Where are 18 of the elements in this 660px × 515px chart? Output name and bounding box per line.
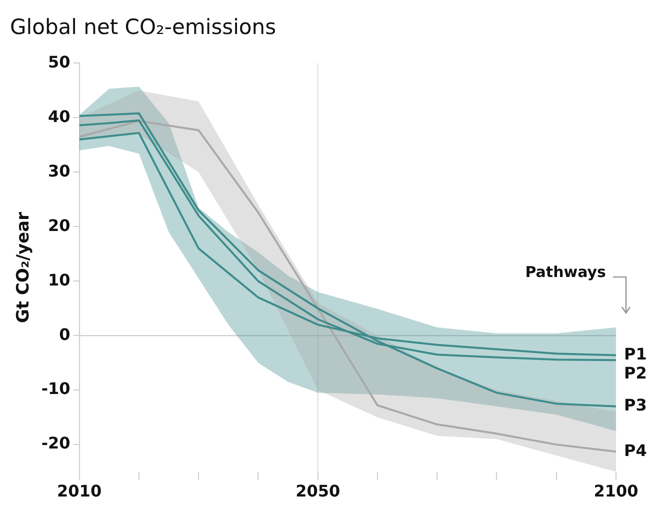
series-label: P1 xyxy=(624,344,647,364)
series-label: P3 xyxy=(624,396,647,415)
y-tick-label: 30 xyxy=(48,161,70,180)
y-tick-label: 40 xyxy=(48,106,70,126)
y-tick-label: 50 xyxy=(48,52,70,72)
y-tick-label: 20 xyxy=(48,216,70,235)
x-tick-label: 2050 xyxy=(296,482,340,501)
series-label: P2 xyxy=(624,363,647,382)
annotation: Pathways xyxy=(525,263,606,282)
x-tick-label: 2100 xyxy=(594,482,638,501)
chart-title: Global net CO₂-emissions xyxy=(10,15,276,40)
y-tick-label: 10 xyxy=(48,270,70,290)
y-tick-label: 0 xyxy=(59,324,70,344)
x-tick-label: 2010 xyxy=(57,482,102,501)
series-label: P4 xyxy=(624,440,647,460)
y-tick-label: -10 xyxy=(41,379,70,398)
y-axis-title: Gt CO₂/year xyxy=(14,211,34,324)
y-tick-label: -20 xyxy=(41,434,70,453)
